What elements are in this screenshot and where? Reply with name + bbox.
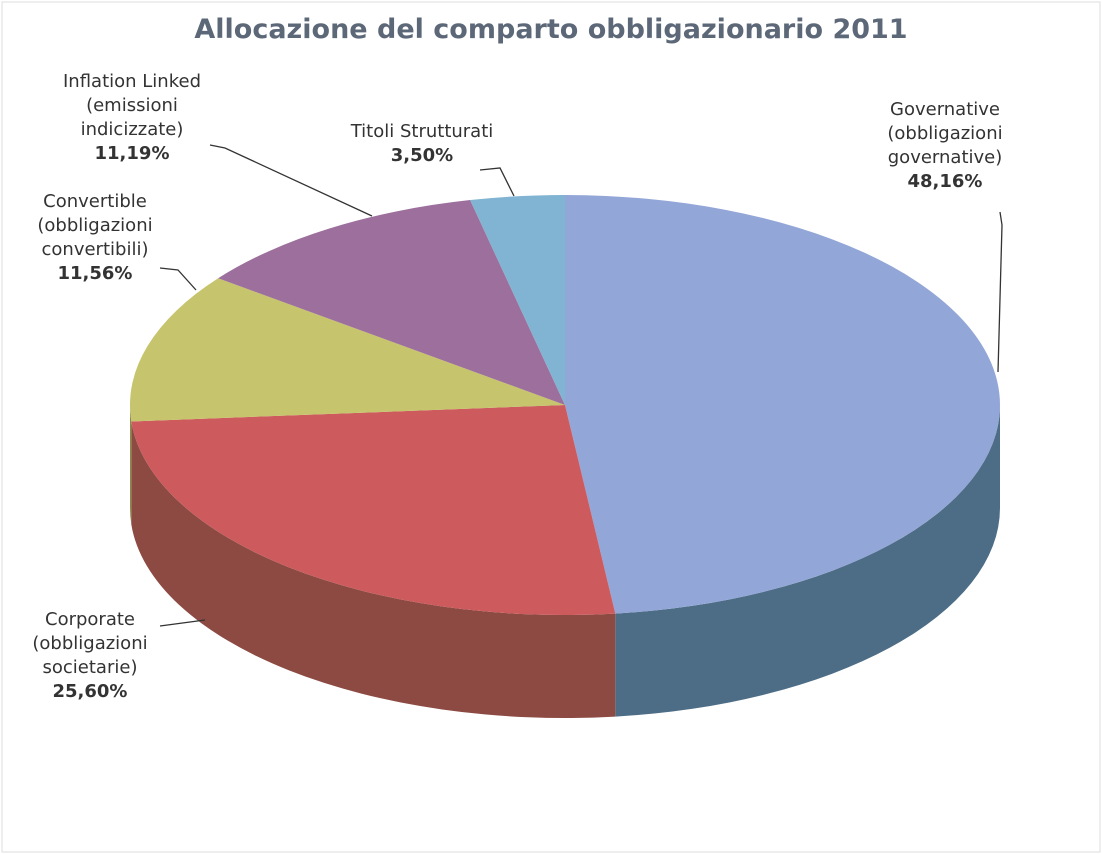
slice-label: Governative (obbligazioni governative) 48…	[887, 98, 1002, 194]
slice	[565, 195, 1001, 614]
leader-line	[997, 211, 1003, 373]
slice-side	[131, 421, 616, 718]
chart-title: Allocazione del comparto obbligazionario…	[194, 14, 908, 45]
slice-label: Corporate (obbligazioni societarie) 25,60…	[32, 608, 147, 704]
slice-label: Titoli Strutturati 3,50%	[351, 120, 494, 168]
value-label: 3,50%	[390, 145, 454, 166]
slice-label: Inflation Linked (emissioni indicizzate)…	[63, 70, 201, 166]
slice	[218, 200, 566, 405]
category-label: Inflation Linked (emissioni indicizzate)	[62, 71, 202, 140]
value-label: 11,19%	[94, 143, 170, 164]
leader-line	[159, 619, 206, 627]
value-label: 11,56%	[57, 263, 133, 284]
category-label: Governative (obbligazioni governative)	[887, 99, 1003, 168]
slice	[131, 405, 616, 615]
category-label: Convertible (obbligazioni convertibili)	[37, 191, 153, 260]
value-label: 48,16%	[907, 171, 983, 192]
slice-side	[130, 405, 132, 525]
slice-label: Convertible (obbligazioni convertibili) 1…	[37, 190, 152, 286]
slice	[470, 195, 565, 405]
category-label: Titoli Strutturati	[350, 121, 494, 142]
value-label: 25,60%	[52, 681, 128, 702]
slice	[130, 278, 565, 422]
leader-line	[159, 267, 197, 291]
slice-side	[615, 405, 1000, 717]
category-label: Corporate (obbligazioni societarie)	[32, 609, 148, 678]
leader-line	[479, 167, 515, 197]
leader-line	[209, 144, 373, 217]
